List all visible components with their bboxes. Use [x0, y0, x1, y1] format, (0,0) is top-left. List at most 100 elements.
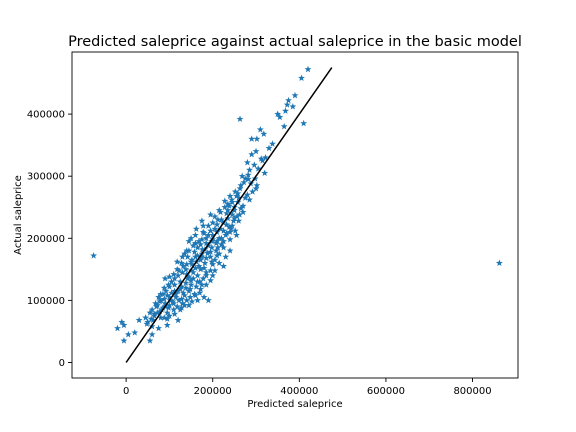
- data-point: [157, 296, 165, 304]
- data-point: [178, 283, 185, 290]
- data-point: [249, 188, 256, 195]
- data-point: [172, 293, 180, 301]
- data-point: [191, 264, 199, 271]
- data-point: [150, 312, 158, 319]
- data-point: [155, 324, 163, 332]
- data-point: [187, 276, 195, 284]
- data-point: [200, 293, 208, 301]
- data-point: [197, 240, 205, 248]
- data-point: [209, 260, 217, 268]
- data-point: [225, 223, 233, 231]
- data-point: [252, 147, 260, 155]
- data-point: [265, 144, 273, 152]
- data-point: [196, 289, 204, 296]
- data-point: [246, 196, 253, 203]
- data-point: [207, 227, 214, 234]
- data-point: [168, 278, 176, 285]
- y-axis-label: Actual saleprice: [13, 175, 24, 255]
- data-point: [202, 271, 210, 279]
- data-point: [175, 296, 183, 304]
- data-point: [192, 225, 200, 232]
- data-point: [254, 165, 262, 172]
- data-point: [243, 191, 251, 198]
- data-point: [207, 248, 214, 255]
- data-point: [207, 253, 214, 260]
- data-point: [197, 285, 205, 293]
- data-point: [231, 188, 239, 195]
- y-tick-label: 200000: [27, 234, 65, 245]
- data-point: [202, 239, 210, 247]
- data-point: [257, 155, 265, 162]
- reference-line: [125, 67, 333, 363]
- data-point: [185, 237, 193, 245]
- data-point: [217, 216, 225, 223]
- data-point: [183, 247, 191, 254]
- data-point: [184, 253, 192, 260]
- data-point: [230, 206, 238, 214]
- data-point: [166, 301, 173, 309]
- chart-title: Predicted saleprice against actual salep…: [68, 34, 522, 50]
- data-point: [248, 135, 256, 142]
- data-point: [231, 227, 239, 234]
- data-point: [304, 65, 312, 73]
- data-point: [173, 258, 181, 265]
- data-point: [217, 234, 225, 242]
- data-point: [256, 126, 264, 133]
- data-point: [230, 214, 238, 222]
- data-point: [202, 281, 210, 288]
- data-point: [155, 293, 163, 301]
- data-point: [171, 275, 179, 282]
- data-point: [153, 309, 161, 316]
- data-point: [131, 329, 139, 336]
- data-point: [240, 178, 248, 186]
- data-point: [211, 256, 219, 263]
- data-point: [163, 309, 171, 316]
- data-point: [183, 270, 191, 278]
- data-point: [178, 299, 186, 307]
- data-point: [114, 324, 121, 332]
- data-point: [166, 293, 173, 301]
- data-point: [188, 260, 196, 268]
- data-point: [207, 211, 214, 218]
- data-point: [246, 166, 253, 173]
- data-point: [298, 74, 305, 81]
- data-point: [163, 321, 171, 329]
- data-point: [239, 202, 247, 209]
- data-point: [227, 225, 235, 232]
- data-point: [207, 276, 214, 284]
- data-point: [233, 212, 241, 220]
- data-point: [228, 222, 236, 229]
- data-point: [285, 96, 292, 104]
- data-point: [228, 211, 236, 218]
- data-point: [233, 231, 240, 239]
- data-point: [173, 265, 181, 273]
- data-point: [253, 181, 261, 189]
- data-point: [156, 307, 164, 315]
- data-point: [230, 217, 237, 224]
- data-point: [163, 315, 171, 322]
- data-point: [204, 222, 212, 229]
- data-point: [157, 314, 165, 321]
- data-point: [199, 275, 207, 282]
- data-point: [214, 216, 222, 223]
- data-point: [183, 260, 191, 268]
- data-point: [211, 212, 219, 220]
- data-point: [187, 281, 195, 288]
- data-point: [280, 122, 288, 130]
- data-point: [261, 169, 269, 176]
- x-axis-ticks: 0 200000 400000 600000 800000: [123, 378, 492, 397]
- x-tick-label: 800000: [453, 386, 491, 397]
- data-point: [194, 278, 201, 285]
- data-point: [204, 296, 212, 304]
- data-point: [124, 330, 132, 338]
- data-point: [212, 247, 220, 254]
- data-point: [144, 318, 152, 326]
- data-point: [223, 229, 231, 237]
- data-point: [198, 245, 206, 253]
- data-point: [170, 306, 178, 313]
- data-point: [146, 309, 154, 316]
- data-point: [204, 231, 212, 239]
- data-point: [191, 248, 198, 255]
- data-point: [236, 115, 244, 122]
